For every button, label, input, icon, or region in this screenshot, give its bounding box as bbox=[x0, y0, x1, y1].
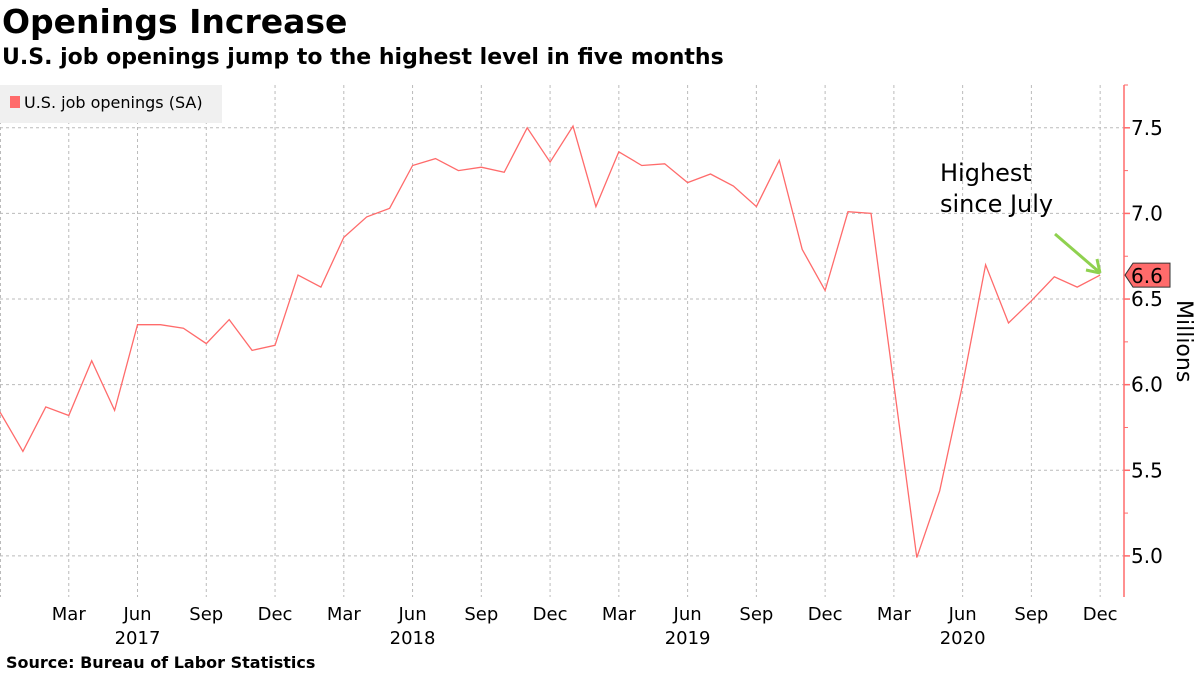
legend-background bbox=[0, 85, 222, 123]
annotation: Highest since July bbox=[940, 159, 1102, 275]
y-tick-label: 5.5 bbox=[1131, 458, 1163, 482]
last-value-label: 6.6 bbox=[1131, 264, 1163, 288]
legend-label: U.S. job openings (SA) bbox=[24, 93, 203, 112]
x-tick-label: Jun bbox=[673, 604, 702, 625]
x-tick-label: Jun bbox=[397, 604, 426, 625]
chart-title: Openings Increase bbox=[2, 2, 348, 41]
series-group bbox=[0, 124, 1101, 558]
y-tick-label: 7.5 bbox=[1131, 116, 1163, 140]
series-line bbox=[0, 124, 1101, 558]
x-tick-label: Sep bbox=[189, 604, 223, 625]
x-tick-label: Sep bbox=[464, 604, 498, 625]
y-tick-label: 6.5 bbox=[1131, 287, 1163, 311]
x-tick-label: Sep bbox=[739, 604, 773, 625]
annotation-line-1: Highest bbox=[940, 159, 1032, 187]
x-tick-label: Dec bbox=[1083, 604, 1118, 625]
y-tick-label: 5.0 bbox=[1131, 544, 1163, 568]
annotation-arrowhead bbox=[1085, 258, 1102, 275]
x-tick-label: Mar bbox=[877, 604, 912, 625]
source-note: Source: Bureau of Labor Statistics bbox=[6, 653, 316, 672]
x-tick-label: Sep bbox=[1014, 604, 1048, 625]
chart-subtitle: U.S. job openings jump to the highest le… bbox=[2, 45, 724, 70]
x-tick-label: Mar bbox=[52, 604, 87, 625]
gridlines bbox=[0, 85, 1124, 597]
x-tick-label: Dec bbox=[258, 604, 293, 625]
x-tick-label: Dec bbox=[808, 604, 843, 625]
legend-swatch bbox=[10, 96, 20, 108]
x-tick-label: Mar bbox=[602, 604, 637, 625]
y-axis-label: Millions bbox=[1171, 300, 1196, 382]
legend: U.S. job openings (SA) bbox=[0, 85, 222, 123]
annotation-arrow bbox=[1054, 232, 1099, 273]
x-tick-label: Dec bbox=[533, 604, 568, 625]
x-year-label: 2020 bbox=[940, 628, 986, 649]
last-value-tag bbox=[1124, 262, 1171, 288]
x-tick-label: Mar bbox=[327, 604, 362, 625]
y-axis: 5.0 5.5 6.0 6.5 7.0 7.5 6.6 bbox=[1123, 84, 1171, 597]
x-tick-label: Jun bbox=[122, 604, 151, 625]
x-year-label: 2017 bbox=[115, 628, 161, 649]
x-year-label: 2019 bbox=[665, 628, 711, 649]
x-tick-label: Jun bbox=[948, 604, 977, 625]
y-tick-label: 7.0 bbox=[1131, 201, 1163, 225]
x-axis: Mar Jun 2017 Sep Dec Mar Jun 2018 Sep Dec Mar Jun 20… bbox=[52, 604, 1118, 649]
annotation-line-2: since July bbox=[940, 190, 1053, 218]
y-tick-label: 6.0 bbox=[1131, 373, 1163, 397]
x-year-label: 2018 bbox=[390, 628, 436, 649]
